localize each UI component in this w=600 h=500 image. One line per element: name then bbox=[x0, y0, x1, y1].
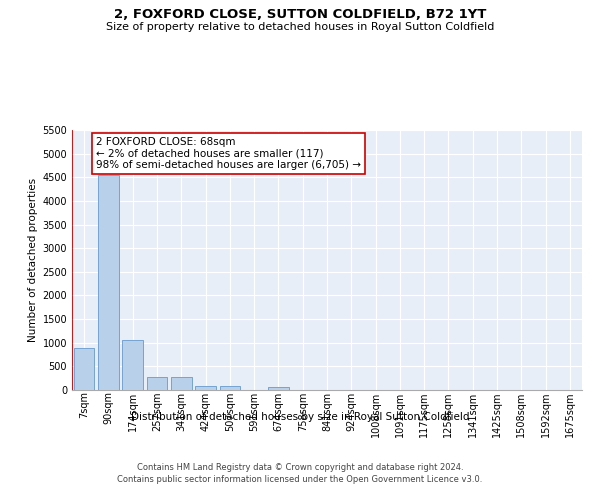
Text: 2, FOXFORD CLOSE, SUTTON COLDFIELD, B72 1YT: 2, FOXFORD CLOSE, SUTTON COLDFIELD, B72 … bbox=[114, 8, 486, 20]
Bar bbox=[195, 386, 216, 390]
Bar bbox=[171, 377, 191, 390]
Bar bbox=[146, 377, 167, 390]
Text: Distribution of detached houses by size in Royal Sutton Coldfield: Distribution of detached houses by size … bbox=[131, 412, 469, 422]
Bar bbox=[220, 386, 240, 390]
Bar bbox=[74, 348, 94, 390]
Text: Contains HM Land Registry data © Crown copyright and database right 2024.
Contai: Contains HM Land Registry data © Crown c… bbox=[118, 462, 482, 484]
Text: Size of property relative to detached houses in Royal Sutton Coldfield: Size of property relative to detached ho… bbox=[106, 22, 494, 32]
Bar bbox=[268, 387, 289, 390]
Bar bbox=[122, 340, 143, 390]
Bar bbox=[98, 176, 119, 390]
Y-axis label: Number of detached properties: Number of detached properties bbox=[28, 178, 38, 342]
Text: 2 FOXFORD CLOSE: 68sqm
← 2% of detached houses are smaller (117)
98% of semi-det: 2 FOXFORD CLOSE: 68sqm ← 2% of detached … bbox=[96, 137, 361, 170]
